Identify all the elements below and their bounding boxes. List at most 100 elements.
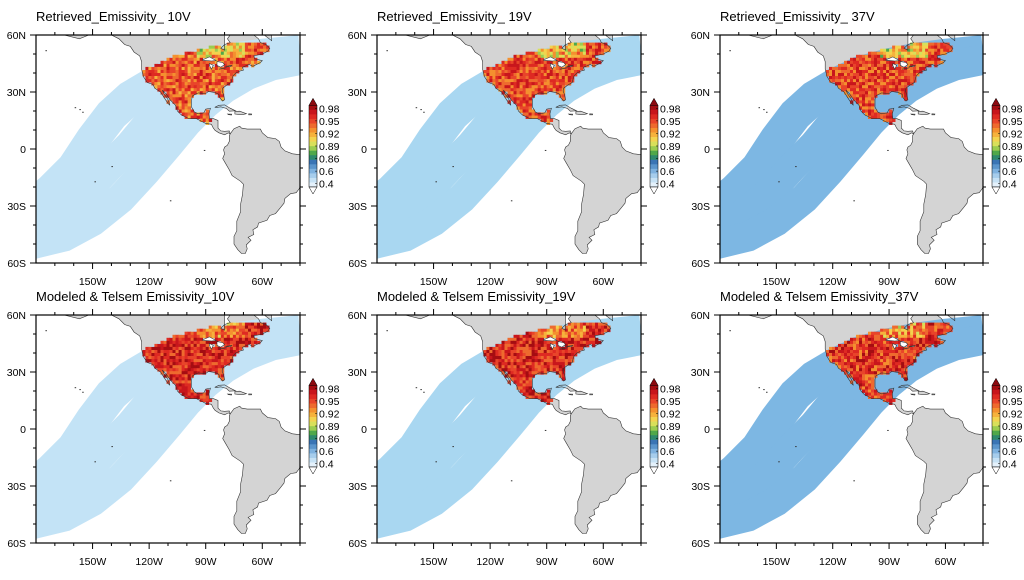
emissivity-cell [205, 334, 210, 339]
emissivity-cell [940, 51, 944, 56]
emissivity-cell [537, 112, 542, 116]
north-america-coast [63, 315, 271, 416]
emissivity-cell [877, 70, 881, 74]
emissivity-cell [534, 356, 538, 360]
emissivity-cell [172, 70, 176, 74]
emissivity-cell [202, 85, 207, 89]
emissivity-cell [546, 79, 551, 83]
emissivity-cell [883, 331, 887, 336]
emissivity-cell [598, 51, 602, 56]
emissivity-cell [163, 73, 167, 77]
emissivity-cell [925, 63, 929, 68]
emissivity-cell [916, 66, 920, 71]
emissivity-cell [226, 350, 231, 354]
emissivity-cell [931, 337, 935, 342]
emissivity-cell [157, 359, 161, 363]
emissivity-cell [898, 337, 902, 342]
emissivity-cell [552, 362, 557, 366]
emissivity-cell [925, 334, 929, 339]
emissivity-cell [922, 334, 926, 339]
emissivity-cell [552, 334, 557, 339]
emissivity-cell [235, 337, 240, 342]
emissivity-cell [486, 79, 490, 83]
y-tick-label: 30N [348, 87, 367, 99]
emissivity-cell [564, 76, 569, 80]
emissivity-cell [214, 60, 219, 65]
emissivity-cell [847, 66, 851, 71]
emissivity-cell [148, 79, 152, 83]
colorbar-bin [650, 448, 658, 454]
colorbar-bin [309, 150, 317, 156]
emissivity-cell [561, 350, 566, 354]
emissivity-cell [865, 97, 869, 101]
emissivity-cell [190, 51, 194, 56]
emissivity-cell [931, 322, 935, 326]
emissivity-cell [525, 374, 529, 378]
emissivity-cell [528, 115, 532, 119]
colorbar-bin [309, 389, 317, 395]
emissivity-cell [163, 374, 167, 378]
colorbar-label: 0.89 [1002, 141, 1023, 153]
emissivity-cell [525, 97, 529, 101]
emissivity-cell [504, 73, 508, 77]
emissivity-cell [181, 353, 185, 357]
colorbar-bin [992, 141, 1000, 147]
colorbar-bin [309, 417, 317, 422]
x-tick-label: 150W [420, 276, 448, 288]
emissivity-cell [528, 57, 532, 62]
emissivity-cell [883, 115, 887, 119]
emissivity-cell [175, 60, 179, 65]
emissivity-cell [516, 343, 520, 348]
emissivity-cell [489, 76, 493, 80]
emissivity-cell [223, 353, 228, 357]
emissivity-cell [217, 88, 222, 92]
emissivity-cell [148, 350, 152, 354]
emissivity-cell [582, 54, 587, 59]
emissivity-cell [910, 60, 914, 65]
emissivity-cell [537, 392, 542, 396]
emissivity-cell [573, 51, 578, 56]
emissivity-cell [235, 51, 240, 56]
emissivity-cell [871, 109, 875, 113]
emissivity-cell [232, 331, 237, 336]
emissivity-cell [868, 109, 872, 113]
emissivity-cell [564, 82, 569, 86]
emissivity-cell [847, 362, 851, 366]
emissivity-cell [525, 63, 529, 68]
colorbar-bin [309, 127, 317, 133]
emissivity-cell [196, 328, 201, 333]
emissivity-cell [178, 100, 182, 104]
emissivity-cell [187, 386, 191, 390]
emissivity-cell [178, 377, 182, 381]
emissivity-cell [573, 325, 578, 329]
colorbar-label: 0.92 [660, 128, 681, 140]
emissivity-cell [901, 331, 905, 336]
emissivity-cell [193, 392, 197, 396]
emissivity-cell [543, 334, 548, 339]
emissivity-cell [856, 60, 860, 65]
emissivity-cell [495, 346, 499, 351]
emissivity-cell [910, 337, 914, 342]
emissivity-cell [483, 350, 487, 354]
emissivity-cell [928, 48, 932, 53]
emissivity-cell [601, 328, 605, 333]
great-lake [216, 61, 226, 68]
great-lake [566, 345, 574, 348]
emissivity-cell [531, 343, 535, 348]
emissivity-cell [528, 331, 532, 336]
emissivity-cell [229, 54, 234, 59]
colorbar-label: 0.6 [1002, 446, 1017, 458]
emissivity-cell [217, 365, 222, 369]
emissivity-cell [251, 45, 255, 49]
emissivity-cell [516, 365, 520, 369]
emissivity-cell [202, 66, 207, 71]
y-tick-label: 60S [691, 258, 710, 270]
emissivity-cell [889, 54, 893, 59]
emissivity-cell [576, 57, 581, 62]
emissivity-cell [519, 79, 523, 83]
emissivity-cell [895, 48, 899, 53]
emissivity-cell [567, 353, 572, 357]
emissivity-cell [585, 51, 590, 56]
emissivity-cell [528, 106, 532, 110]
emissivity-cell [907, 350, 911, 354]
